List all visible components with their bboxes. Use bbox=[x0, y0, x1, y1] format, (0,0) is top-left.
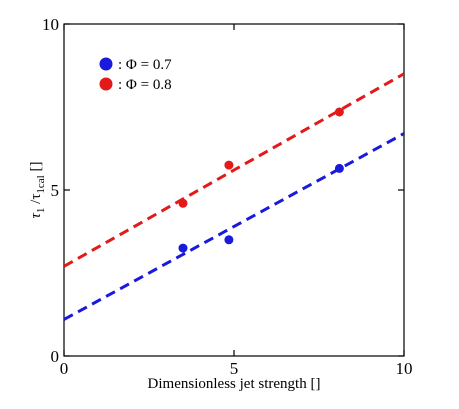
data-point-series-1 bbox=[178, 243, 188, 253]
y-axis-label-unit: [] bbox=[28, 162, 44, 176]
fit-line-series-2 bbox=[64, 72, 404, 268]
y-axis-label-slash: /τ bbox=[28, 194, 44, 208]
fit-line-series-1 bbox=[64, 132, 404, 321]
legend: : Φ = 0.7 : Φ = 0.8 bbox=[99, 57, 172, 93]
y-axis-label-sub2: 1cal bbox=[35, 175, 47, 193]
legend-label-series-2: : Φ = 0.8 bbox=[118, 77, 172, 93]
x-tick-label: 10 bbox=[396, 359, 413, 378]
y-tick-label: 10 bbox=[42, 15, 59, 34]
y-tick-label: 0 bbox=[51, 347, 60, 366]
x-tick-label: 0 bbox=[60, 359, 69, 378]
fit-lines bbox=[64, 72, 404, 321]
data-point-series-1 bbox=[334, 163, 344, 173]
data-point-series-2 bbox=[178, 198, 188, 208]
axis-ticks bbox=[63, 23, 405, 357]
axis-tick-labels: 0 5 10 0 5 10 bbox=[42, 15, 413, 378]
y-tick-label: 5 bbox=[51, 181, 60, 200]
legend-marker-series-2 bbox=[99, 77, 113, 91]
x-axis-label: Dimensionless jet strength [] bbox=[148, 376, 321, 392]
y-axis-label: τ1 /τ1cal [] bbox=[28, 162, 47, 219]
data-point-series-2 bbox=[334, 107, 344, 117]
data-points bbox=[178, 107, 344, 253]
legend-marker-series-1 bbox=[99, 57, 113, 71]
x-tick-label: 5 bbox=[230, 359, 239, 378]
data-point-series-1 bbox=[224, 235, 234, 245]
legend-label-series-1: : Φ = 0.7 bbox=[118, 57, 172, 73]
y-axis-label-tau1: τ bbox=[28, 212, 44, 218]
data-point-series-2 bbox=[224, 160, 234, 170]
plot-frame bbox=[63, 23, 405, 357]
y-axis-label-sub1: 1 bbox=[35, 208, 47, 214]
